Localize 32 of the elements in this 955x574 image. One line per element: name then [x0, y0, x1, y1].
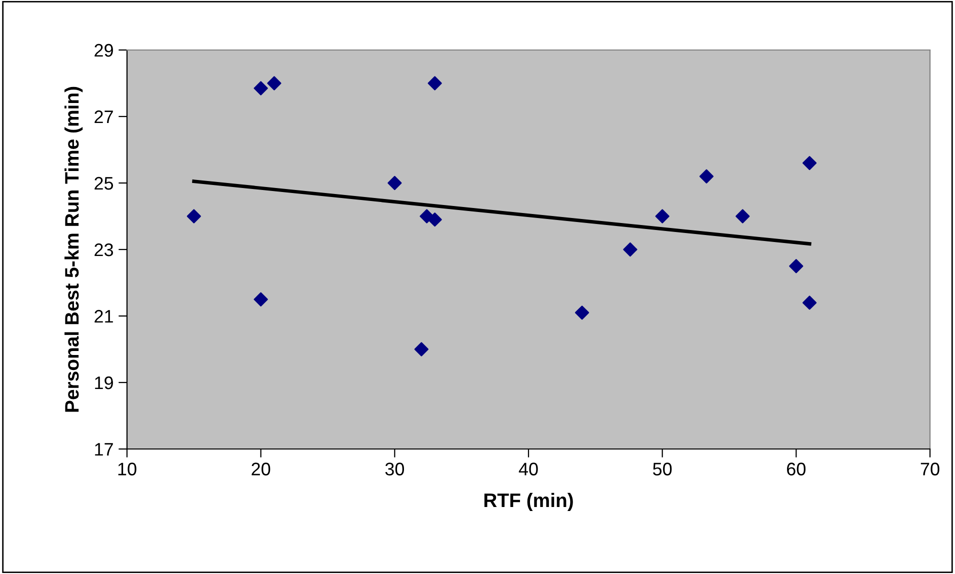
point	[428, 212, 442, 227]
point	[186, 209, 201, 224]
x-axis-title: RTF (min)	[484, 492, 573, 512]
x-tick-label: 70	[920, 462, 940, 476]
point	[802, 156, 817, 170]
point	[574, 306, 590, 320]
point	[388, 176, 402, 190]
point	[802, 296, 817, 310]
point	[428, 76, 442, 90]
point	[267, 76, 282, 90]
x-tick-label: 20	[252, 462, 270, 476]
y-axis-title: Personal Best 5-km Run Time (min)	[64, 86, 83, 412]
x-tick-label: 10	[118, 462, 136, 476]
point	[254, 292, 268, 306]
point	[736, 209, 750, 224]
y-tick-label: 25	[94, 176, 114, 190]
point	[414, 342, 428, 356]
point	[699, 169, 714, 184]
x-tick-label: 30	[385, 462, 404, 476]
point	[254, 81, 268, 96]
point	[655, 209, 670, 224]
y-tick-label: 21	[94, 310, 113, 323]
y-tick-label: 19	[95, 376, 113, 390]
x-tick-label: 40	[518, 462, 538, 476]
point	[789, 259, 804, 274]
y-tick-label: 17	[95, 443, 113, 456]
y-tick-label: 27	[94, 110, 113, 124]
y-tick-label: 29	[94, 44, 113, 57]
y-tick-label: 23	[94, 243, 114, 256]
x-tick-label: 50	[653, 462, 672, 476]
point	[623, 242, 638, 257]
x-tick-label: 60	[787, 462, 806, 476]
